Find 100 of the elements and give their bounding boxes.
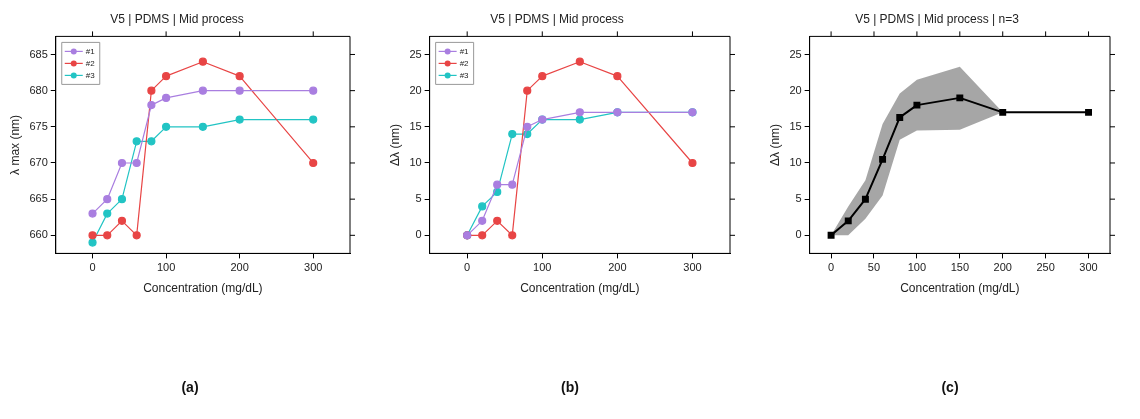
y-tick-label: 15	[409, 119, 422, 132]
point	[103, 231, 112, 240]
y-tick-label: 680	[29, 83, 48, 96]
point	[235, 72, 244, 81]
legend-label: #3	[85, 70, 96, 80]
x-tick-label: 300	[1079, 261, 1098, 274]
x-tick-label: 0	[464, 261, 471, 274]
chart-title: V5 | PDMS | Mid process	[490, 11, 624, 26]
point	[575, 57, 584, 66]
y-axis-title: Δλ (nm)	[767, 123, 782, 166]
point	[103, 209, 112, 218]
x-axis-title: Concentration (mg/dL)	[520, 281, 640, 296]
x-tick-label: 200	[993, 261, 1012, 274]
y-tick-label: 20	[789, 83, 802, 96]
point	[508, 180, 517, 189]
point	[538, 72, 547, 81]
legend-label: #1	[85, 46, 96, 56]
chart-title: V5 | PDMS | Mid process | n=3	[855, 11, 1020, 26]
point	[913, 101, 921, 109]
point	[198, 122, 207, 131]
point	[162, 122, 171, 131]
point	[132, 158, 141, 168]
point	[198, 57, 207, 66]
x-tick-label: 250	[1036, 261, 1055, 274]
point	[162, 72, 171, 81]
text: (a)	[181, 379, 199, 395]
point	[117, 158, 127, 168]
point	[575, 108, 584, 117]
legend-label: #3	[459, 70, 470, 80]
point	[147, 86, 156, 95]
x-tick-label: 50	[867, 261, 881, 274]
legend-label: #2	[85, 58, 96, 68]
point	[1085, 108, 1093, 116]
point	[879, 155, 887, 163]
x-tick-label: 0	[828, 261, 835, 274]
x-axis-title: Concentration (mg/dL)	[143, 281, 263, 296]
point	[147, 137, 156, 146]
point	[309, 158, 318, 168]
point	[508, 129, 517, 139]
y-tick-label: 670	[29, 156, 48, 169]
x-tick-label: 200	[230, 261, 249, 274]
point	[861, 195, 869, 203]
point	[88, 209, 97, 218]
point	[478, 216, 487, 225]
x-tick-label: 150	[950, 261, 969, 274]
point	[523, 122, 532, 131]
x-tick-label: 300	[683, 261, 702, 274]
y-tick-label: 25	[789, 47, 802, 60]
point	[613, 72, 622, 81]
point	[117, 195, 127, 204]
point	[896, 113, 904, 121]
point	[523, 86, 532, 95]
y-axis-title: Δλ (nm)	[387, 123, 402, 166]
point	[956, 94, 964, 102]
point	[575, 115, 584, 124]
y-tick-label: 685	[29, 47, 48, 60]
point	[117, 216, 127, 225]
point	[88, 238, 97, 247]
point	[999, 108, 1007, 116]
x-tick-label: 200	[608, 261, 627, 274]
chart-title: V5 | PDMS | Mid process	[110, 11, 244, 26]
x-tick-label: 100	[156, 261, 176, 274]
text: (c)	[941, 379, 959, 395]
point	[235, 115, 244, 124]
point	[198, 86, 207, 95]
point	[827, 231, 835, 239]
x-tick-label: 0	[89, 261, 96, 274]
legend-label: #1	[459, 46, 470, 56]
x-tick-label: 300	[304, 261, 323, 274]
x-tick-label: 100	[533, 261, 552, 274]
y-tick-label: 20	[409, 83, 422, 96]
y-tick-label: 10	[789, 156, 802, 169]
y-tick-label: 25	[409, 47, 422, 60]
point	[493, 180, 502, 189]
y-tick-label: 5	[415, 192, 422, 205]
y-tick-label: 5	[795, 192, 802, 205]
point	[132, 137, 141, 146]
point	[688, 158, 697, 168]
x-axis-title: Concentration (mg/dL)	[900, 281, 1020, 296]
point	[132, 231, 141, 240]
x-tick-label: 100	[907, 261, 927, 274]
point	[508, 231, 517, 240]
legend-label: #2	[459, 58, 470, 68]
point	[103, 195, 112, 204]
y-tick-label: 675	[29, 119, 48, 132]
point	[88, 231, 97, 240]
y-tick-label: 665	[29, 192, 48, 205]
point	[493, 216, 502, 225]
y-tick-label: 0	[415, 228, 422, 241]
text: (b)	[561, 379, 579, 395]
point	[309, 86, 318, 95]
y-tick-label: 660	[29, 228, 48, 241]
y-axis-title: λ max (nm)	[7, 114, 22, 175]
point	[478, 202, 487, 211]
point	[235, 86, 244, 95]
y-tick-label: 10	[409, 156, 422, 169]
y-tick-label: 15	[789, 119, 802, 132]
point	[844, 217, 852, 225]
point	[309, 115, 318, 124]
y-tick-label: 0	[795, 228, 802, 241]
